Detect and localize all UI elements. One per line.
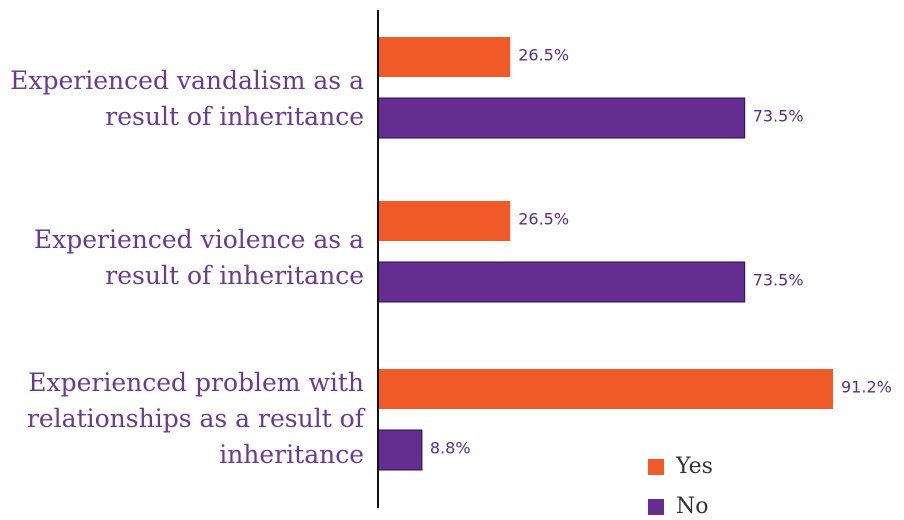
bar-yes	[378, 37, 511, 77]
category-label: result of inheritance	[105, 102, 364, 131]
bar-no	[377, 261, 746, 303]
bar-no	[377, 97, 746, 139]
bar-no	[377, 429, 423, 471]
legend-label-no: No	[676, 494, 709, 519]
legend-label-yes: Yes	[675, 454, 713, 479]
data-label: 26.5%	[518, 210, 569, 229]
legend: Yes No	[648, 454, 713, 519]
bar-yes	[378, 201, 511, 241]
data-label: 73.5%	[753, 107, 804, 126]
category-labels: Experienced vandalism as a result of inhe…	[10, 66, 366, 469]
category-label: Experienced vandalism as a	[10, 66, 364, 95]
data-label: 73.5%	[753, 271, 804, 290]
category-label: Experienced problem with	[28, 368, 364, 397]
legend-swatch-yes	[648, 459, 664, 475]
category-label: result of inheritance	[105, 261, 364, 290]
bars	[377, 37, 833, 471]
data-label: 91.2%	[841, 378, 892, 397]
category-label: inheritance	[219, 440, 364, 469]
value-labels: 26.5% 26.5% 91.2% 73.5% 73.5% 8.8%	[430, 46, 892, 458]
data-label: 26.5%	[518, 46, 569, 65]
data-label: 8.8%	[430, 439, 471, 458]
category-label: relationships as a result of	[27, 404, 366, 433]
legend-swatch-no	[648, 499, 664, 515]
bar-yes	[378, 369, 833, 409]
category-label: Experienced violence as a	[34, 225, 364, 254]
